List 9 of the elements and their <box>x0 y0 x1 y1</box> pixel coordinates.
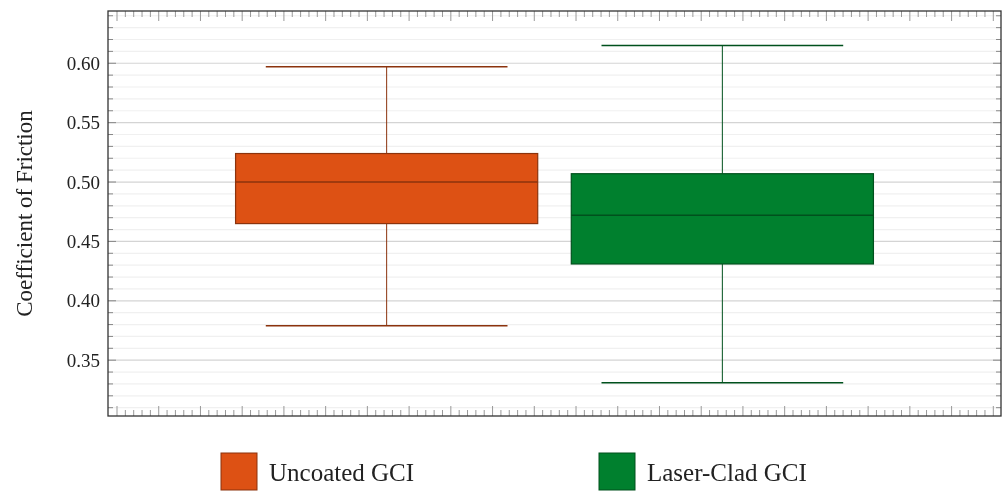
y-axis-title: Coefficient of Friction <box>12 109 37 317</box>
legend-label: Uncoated GCI <box>269 459 415 486</box>
y-tick-label: 0.60 <box>66 52 100 74</box>
y-tick-label: 0.55 <box>66 112 100 134</box>
y-tick-label: 0.45 <box>66 230 100 252</box>
y-tick-label: 0.35 <box>66 349 100 371</box>
y-tick-label: 0.50 <box>66 171 100 193</box>
y-tick-label: 0.40 <box>66 290 100 312</box>
legend-label: Laser-Clad GCI <box>647 459 807 486</box>
